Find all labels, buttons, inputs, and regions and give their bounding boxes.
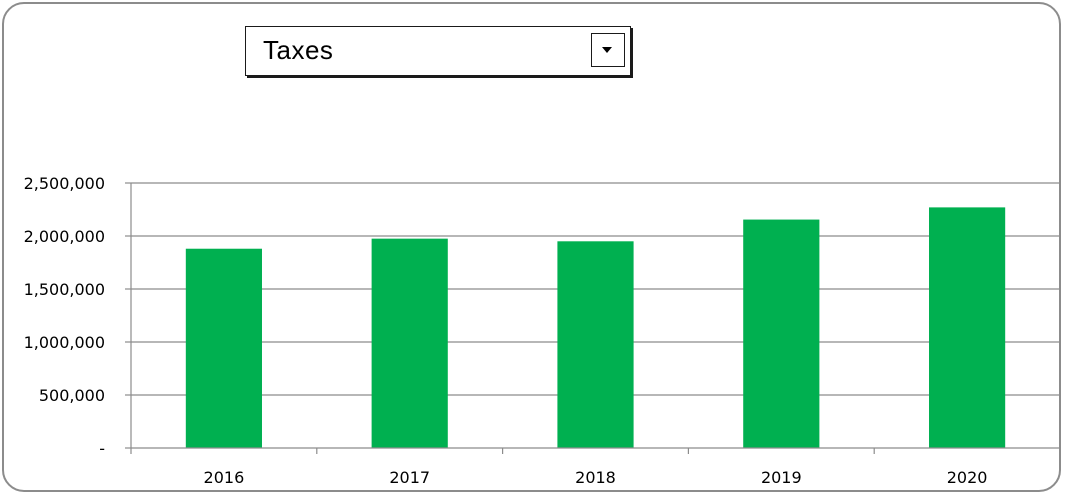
y-tick-label: 1,500,000 — [24, 280, 105, 299]
bar-2019 — [743, 219, 820, 448]
dropdown-selected-value: Taxes — [263, 35, 334, 65]
chart-frame — [2, 2, 1061, 492]
y-tick-label: 500,000 — [39, 386, 105, 405]
bar-2018 — [557, 241, 634, 448]
x-tick-label: 2020 — [947, 468, 988, 487]
axes — [125, 182, 1061, 454]
y-tick-label: 2,500,000 — [24, 174, 105, 193]
x-tick-label: 2019 — [761, 468, 802, 487]
axis-labels: - 500,000 1,000,000 1,500,000 2,000,000 2,500… — [24, 174, 988, 487]
bars — [185, 207, 1006, 448]
y-tick-label: - — [99, 439, 105, 458]
x-tick-label: 2018 — [575, 468, 616, 487]
metric-dropdown[interactable]: Taxes — [245, 26, 631, 76]
x-tick-label: 2016 — [204, 468, 245, 487]
bar-2016 — [185, 248, 262, 448]
y-tick-label: 1,000,000 — [24, 333, 105, 352]
bar-2020 — [929, 207, 1006, 448]
x-tick-label: 2017 — [389, 468, 430, 487]
bar-2017 — [371, 238, 448, 448]
dropdown-toggle-button[interactable] — [591, 33, 625, 67]
y-tick-label: 2,000,000 — [24, 227, 105, 246]
chevron-down-icon — [602, 47, 612, 53]
